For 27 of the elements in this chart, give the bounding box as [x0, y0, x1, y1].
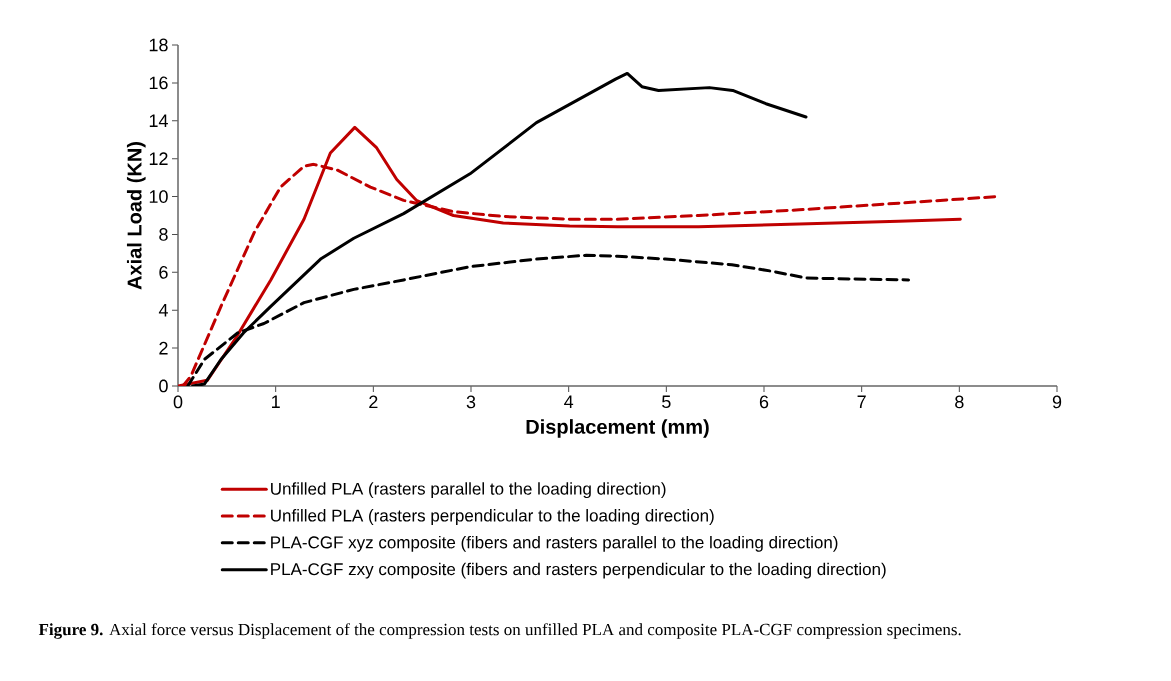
y-tick-label: 0	[159, 379, 168, 393]
y-tick-label: 16	[149, 76, 168, 90]
legend-label: PLA-CGF xyz composite (fibers and rasters parallel to the loading direction)	[271, 535, 838, 552]
y-tick-label: 12	[149, 152, 168, 165]
y-axis-title: Axial Load (KN)	[126, 142, 146, 290]
y-tick-label: 4	[158, 304, 168, 317]
x-tick-label: 8	[955, 395, 964, 409]
legend-label: Unfilled PLA (rasters perpendicular to the loading direction)	[271, 509, 714, 525]
legend-label: PLA-CGF zxy composite (fibers and rasters perpendicular to the loading direction)	[271, 562, 886, 579]
x-tick-label: 9	[1052, 395, 1062, 409]
x-tick-label: 7	[857, 395, 866, 408]
y-tick-label: 18	[149, 38, 168, 52]
x-tick-label: 4	[564, 395, 574, 408]
y-tick-label: 8	[159, 228, 168, 241]
y-tick-label: 2	[159, 341, 168, 355]
x-tick-label: 6	[759, 395, 769, 409]
x-axis-title: Displacement (mm)	[526, 419, 709, 438]
x-tick-label: 1	[272, 395, 280, 408]
x-tick-label: 2	[369, 395, 378, 409]
x-tick-label: 0	[173, 395, 183, 409]
text: Figure 9. Axial force versus Displacement of the compression tests on unfilled PLA and composite PLA-CGF compression specimens.	[38, 623, 961, 639]
x-tick-label: 5	[662, 395, 671, 409]
y-tick-label: 10	[149, 190, 168, 203]
x-tick-label: 3	[466, 395, 476, 409]
y-tick-label: 14	[149, 114, 168, 127]
y-tick-label: 6	[159, 265, 168, 279]
legend-label: Unfilled PLA (rasters parallel to the loading direction)	[271, 482, 666, 499]
